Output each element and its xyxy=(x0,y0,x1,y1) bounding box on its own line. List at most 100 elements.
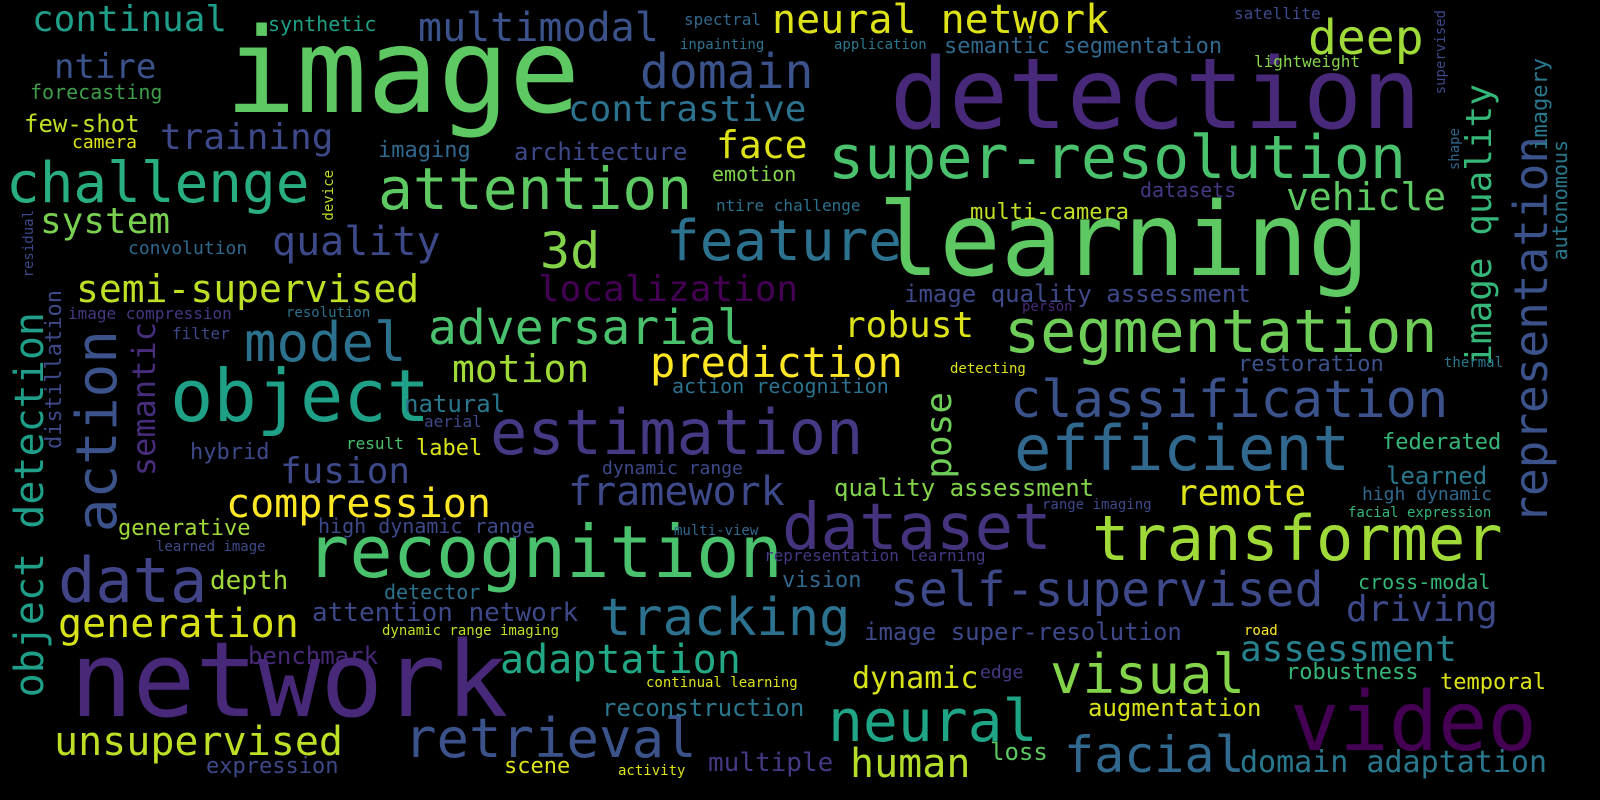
word-satellite: satellite xyxy=(1234,4,1321,23)
word-generation: generation xyxy=(58,601,299,647)
word-residual: residual xyxy=(21,210,37,278)
word-remote: remote xyxy=(1176,473,1307,514)
word-datasets: datasets xyxy=(1140,178,1237,202)
word-fusion: fusion xyxy=(280,451,411,492)
word-motion: motion xyxy=(452,347,590,391)
word-super-resolution: super-resolution xyxy=(828,123,1406,193)
word-unsupervised: unsupervised xyxy=(54,719,343,765)
word-dataset: dataset xyxy=(782,491,1052,565)
word-supervised: supervised xyxy=(1433,10,1449,95)
word-video: video xyxy=(1290,675,1537,770)
word-image-quality-assessment: image quality assessment xyxy=(904,280,1251,308)
word-image-quality: image quality xyxy=(1459,84,1500,366)
word-ntire: ntire xyxy=(54,47,157,87)
word-vehicle: vehicle xyxy=(1286,175,1447,219)
word-restoration: restoration xyxy=(1238,352,1384,377)
word-convolution: convolution xyxy=(128,238,248,259)
word-temporal: temporal xyxy=(1440,670,1546,695)
word-retrieval: retrieval xyxy=(404,707,697,770)
word-transformer: transformer xyxy=(1092,502,1503,575)
word-reconstruction: reconstruction xyxy=(602,694,805,722)
word-face: face xyxy=(716,123,808,167)
word-training: training xyxy=(160,117,334,158)
word-neural-network: neural network xyxy=(772,0,1110,43)
word-object: object xyxy=(170,354,431,438)
word-learning: learning xyxy=(878,181,1370,300)
word-learned-image: learned image xyxy=(156,539,266,555)
word-range-imaging: range imaging xyxy=(1042,497,1152,513)
word-semantic-segmentation: semantic segmentation xyxy=(944,34,1223,59)
word-network: network xyxy=(70,619,509,741)
word-filter: filter xyxy=(172,324,230,343)
word-generative: generative xyxy=(118,516,251,541)
word-loss: loss xyxy=(990,738,1048,766)
word-high-dynamic-range: high dynamic range xyxy=(318,514,535,538)
word-classification: classification xyxy=(1010,370,1449,430)
word-continual: continual xyxy=(32,0,228,40)
word-localization: localization xyxy=(538,269,799,310)
word-dynamic-range-imaging: dynamic range imaging xyxy=(382,623,560,639)
word-facial-expression: facial expression xyxy=(1348,505,1492,521)
word-feature: feature xyxy=(666,209,903,274)
word-data: data xyxy=(58,544,208,617)
word-imaging: imaging xyxy=(378,138,471,163)
word-edge: edge xyxy=(980,662,1024,683)
word-forecasting: forecasting xyxy=(30,80,163,104)
word-human: human xyxy=(850,741,971,787)
word-activity: activity xyxy=(618,763,686,779)
word-multimodal: multimodal xyxy=(418,5,659,51)
word-learned: learned xyxy=(1386,462,1488,490)
word-distillation: distillation xyxy=(42,290,67,449)
word-recognition: recognition xyxy=(306,510,783,594)
word-image-compression: image compression xyxy=(68,304,232,323)
word-domain: domain xyxy=(640,44,814,100)
word-attention-network: attention network xyxy=(312,598,579,628)
word-expression: expression xyxy=(206,754,339,779)
word-camera: camera xyxy=(72,132,138,153)
word-segmentation: segmentation xyxy=(1004,297,1438,367)
word-semantic: semantic xyxy=(125,322,163,477)
word-spectral: spectral xyxy=(684,10,762,29)
word-thermal: thermal xyxy=(1444,355,1504,371)
word-3d: 3d xyxy=(540,222,601,280)
word-vision: vision xyxy=(782,568,862,593)
word-result: result xyxy=(346,434,404,453)
word-detector: detector xyxy=(384,580,481,604)
word-imagery: imagery xyxy=(1528,58,1553,151)
word-visual: visual xyxy=(1050,643,1246,706)
word-autonomous: autonomous xyxy=(1548,140,1572,261)
word-device: device xyxy=(321,170,337,221)
word-estimation: estimation xyxy=(490,396,864,469)
word-person: person xyxy=(1022,299,1073,315)
word-multiple: multiple xyxy=(708,748,834,778)
word-few-shot: few-shot xyxy=(24,110,140,138)
word-challenge: challenge xyxy=(6,151,310,216)
word-facial: facial xyxy=(1064,726,1245,784)
word-application: application xyxy=(834,37,927,53)
word-detection: detection xyxy=(890,38,1422,152)
word-robustness: robustness xyxy=(1286,660,1419,685)
word-ntire-challenge: ntire challenge xyxy=(716,196,861,215)
word-road: road xyxy=(1244,623,1278,639)
word-depth: depth xyxy=(210,566,289,596)
word-quality: quality xyxy=(272,219,441,265)
word-lightweight: lightweight xyxy=(1254,52,1360,71)
word-image-super-resolution: image super-resolution xyxy=(864,618,1182,646)
word-continual-learning: continual learning xyxy=(646,675,798,691)
word-system: system xyxy=(40,201,171,242)
word-semi-supervised: semi-supervised xyxy=(76,267,420,311)
word-natural: natural xyxy=(404,390,506,418)
word-scene: scene xyxy=(504,754,571,779)
word-pose: pose xyxy=(919,392,960,479)
word-architecture: architecture xyxy=(514,138,688,166)
word-shape: shape xyxy=(1447,128,1463,171)
word-compression: compression xyxy=(226,481,491,527)
word-tracking: tracking xyxy=(600,588,851,648)
word-emotion: emotion xyxy=(712,162,797,186)
word-high-dynamic: high dynamic xyxy=(1362,484,1493,505)
word-aerial: aerial xyxy=(424,412,482,431)
word-action: action xyxy=(65,330,130,533)
word-dynamic: dynamic xyxy=(852,661,979,696)
word-augmentation: augmentation xyxy=(1088,694,1262,722)
